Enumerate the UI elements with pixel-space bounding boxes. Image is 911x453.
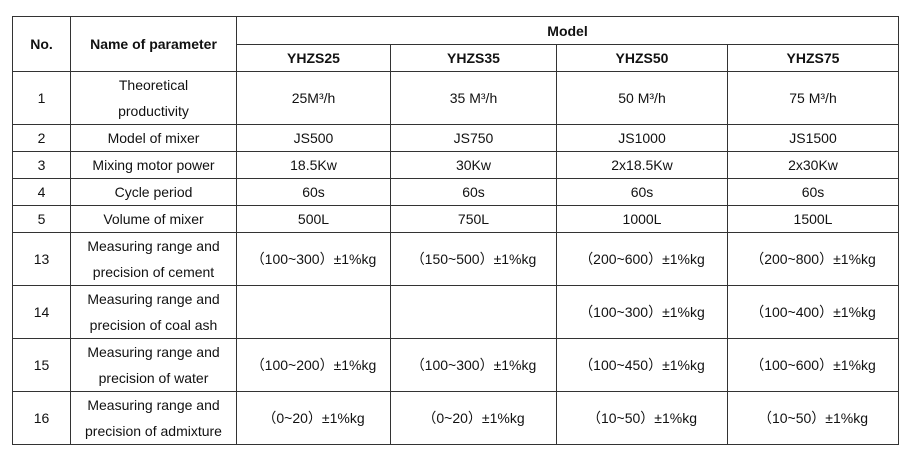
cell: 75 M³/h (726, 71, 900, 125)
cell: 750L (390, 205, 557, 233)
cell: 30Kw (390, 151, 557, 179)
table-row: 5 Volume of mixer 500L 750L 1000L 1500L (12, 205, 900, 233)
parameter-name: Measuring range and precision of coal as… (70, 285, 237, 339)
cell: （0~20）±1%kg (390, 391, 557, 445)
parameter-name: Measuring range and precision of admixtu… (70, 391, 237, 445)
cell: （0~20）±1%kg (236, 391, 391, 445)
parameter-table: No. Name of parameter Model YHZS25 YHZS35… (12, 16, 900, 445)
cell (236, 285, 391, 339)
model-name: YHZS50 (556, 44, 728, 72)
cell: （100~450）±1%kg (556, 338, 728, 392)
no-header: No. (12, 16, 71, 72)
row-number: 1 (12, 71, 71, 125)
cell: （100~300）±1%kg (390, 338, 557, 392)
table-row: 1 Theoretical productivity 25M³/h 35 M³/h 50… (12, 71, 900, 125)
row-number: 13 (12, 232, 71, 286)
cell (390, 285, 557, 339)
table-row: 4 Cycle period 60s 60s 60s 60s (12, 178, 900, 206)
parameter-name: Model of mixer (70, 124, 237, 152)
cell: （150~500）±1%kg (390, 232, 557, 286)
table-body: 1 Theoretical productivity 25M³/h 35 M³/h 50… (12, 71, 900, 445)
cell: （10~50）±1%kg (726, 391, 900, 445)
cell: （100~400）±1%kg (726, 285, 900, 339)
cell: 2x18.5Kw (556, 151, 728, 179)
cell: 60s (390, 178, 557, 206)
parameter-name: Theoretical productivity (70, 71, 237, 125)
cell: JS750 (390, 124, 557, 152)
model-header: Model (235, 16, 900, 45)
table-row: 15 Measuring range and precision of water… (12, 338, 900, 392)
cell: 25M³/h (236, 71, 391, 125)
row-number: 4 (12, 178, 71, 206)
row-number: 5 (12, 205, 71, 233)
cell: 1000L (556, 205, 728, 233)
parameter-name: Cycle period (70, 178, 237, 206)
cell: 500L (236, 205, 391, 233)
cell: （200~600）±1%kg (556, 232, 728, 286)
cell: 35 M³/h (390, 71, 557, 125)
table-row: 2 Model of mixer JS500 JS750 JS1000 JS1500 (12, 124, 900, 152)
cell: 60s (236, 178, 391, 206)
header-row: No. Name of parameter Model (12, 16, 900, 72)
cell: （100~200）±1%kg (236, 338, 391, 392)
cell: 50 M³/h (556, 71, 728, 125)
parameter-name: Measuring range and precision of cement (70, 232, 237, 286)
cell: JS1500 (726, 124, 900, 152)
row-number: 2 (12, 124, 71, 152)
cell: （100~300）±1%kg (556, 285, 728, 339)
cell: （10~50）±1%kg (556, 391, 728, 445)
model-name: YHZS75 (726, 44, 900, 72)
cell: JS500 (236, 124, 391, 152)
cell: 2x30Kw (726, 151, 900, 179)
model-name: YHZS25 (236, 44, 391, 72)
cell: 60s (726, 178, 900, 206)
table-row: 16 Measuring range and precision of admix… (12, 391, 900, 445)
parameter-name: Measuring range and precision of water (70, 338, 237, 392)
models-row: YHZS25 YHZS35 YHZS50 YHZS75 (13, 44, 900, 72)
row-number: 3 (12, 151, 71, 179)
row-number: 15 (12, 338, 71, 392)
table-row: 14 Measuring range and precision of coal … (12, 285, 900, 339)
model-name: YHZS35 (390, 44, 557, 72)
name-header: Name of parameter (70, 16, 237, 72)
table-row: 13 Measuring range and precision of cemen… (12, 232, 900, 286)
table-row: 3 Mixing motor power 18.5Kw 30Kw 2x18.5Kw 2x3… (12, 151, 900, 179)
parameter-text: Theoretical productivity (118, 77, 189, 119)
cell: 1500L (726, 205, 900, 233)
cell: （100~600）±1%kg (726, 338, 900, 392)
cell: （100~300）±1%kg (236, 232, 391, 286)
cell: 60s (556, 178, 728, 206)
row-number: 14 (12, 285, 71, 339)
cell: JS1000 (556, 124, 728, 152)
cell: （200~800）±1%kg (726, 232, 900, 286)
row-number: 16 (12, 391, 71, 445)
parameter-name: Mixing motor power (70, 151, 237, 179)
table-head: No. Name of parameter Model YHZS25 YHZS35… (12, 16, 900, 72)
parameter-name: Volume of mixer (70, 205, 237, 233)
cell: 18.5Kw (236, 151, 391, 179)
